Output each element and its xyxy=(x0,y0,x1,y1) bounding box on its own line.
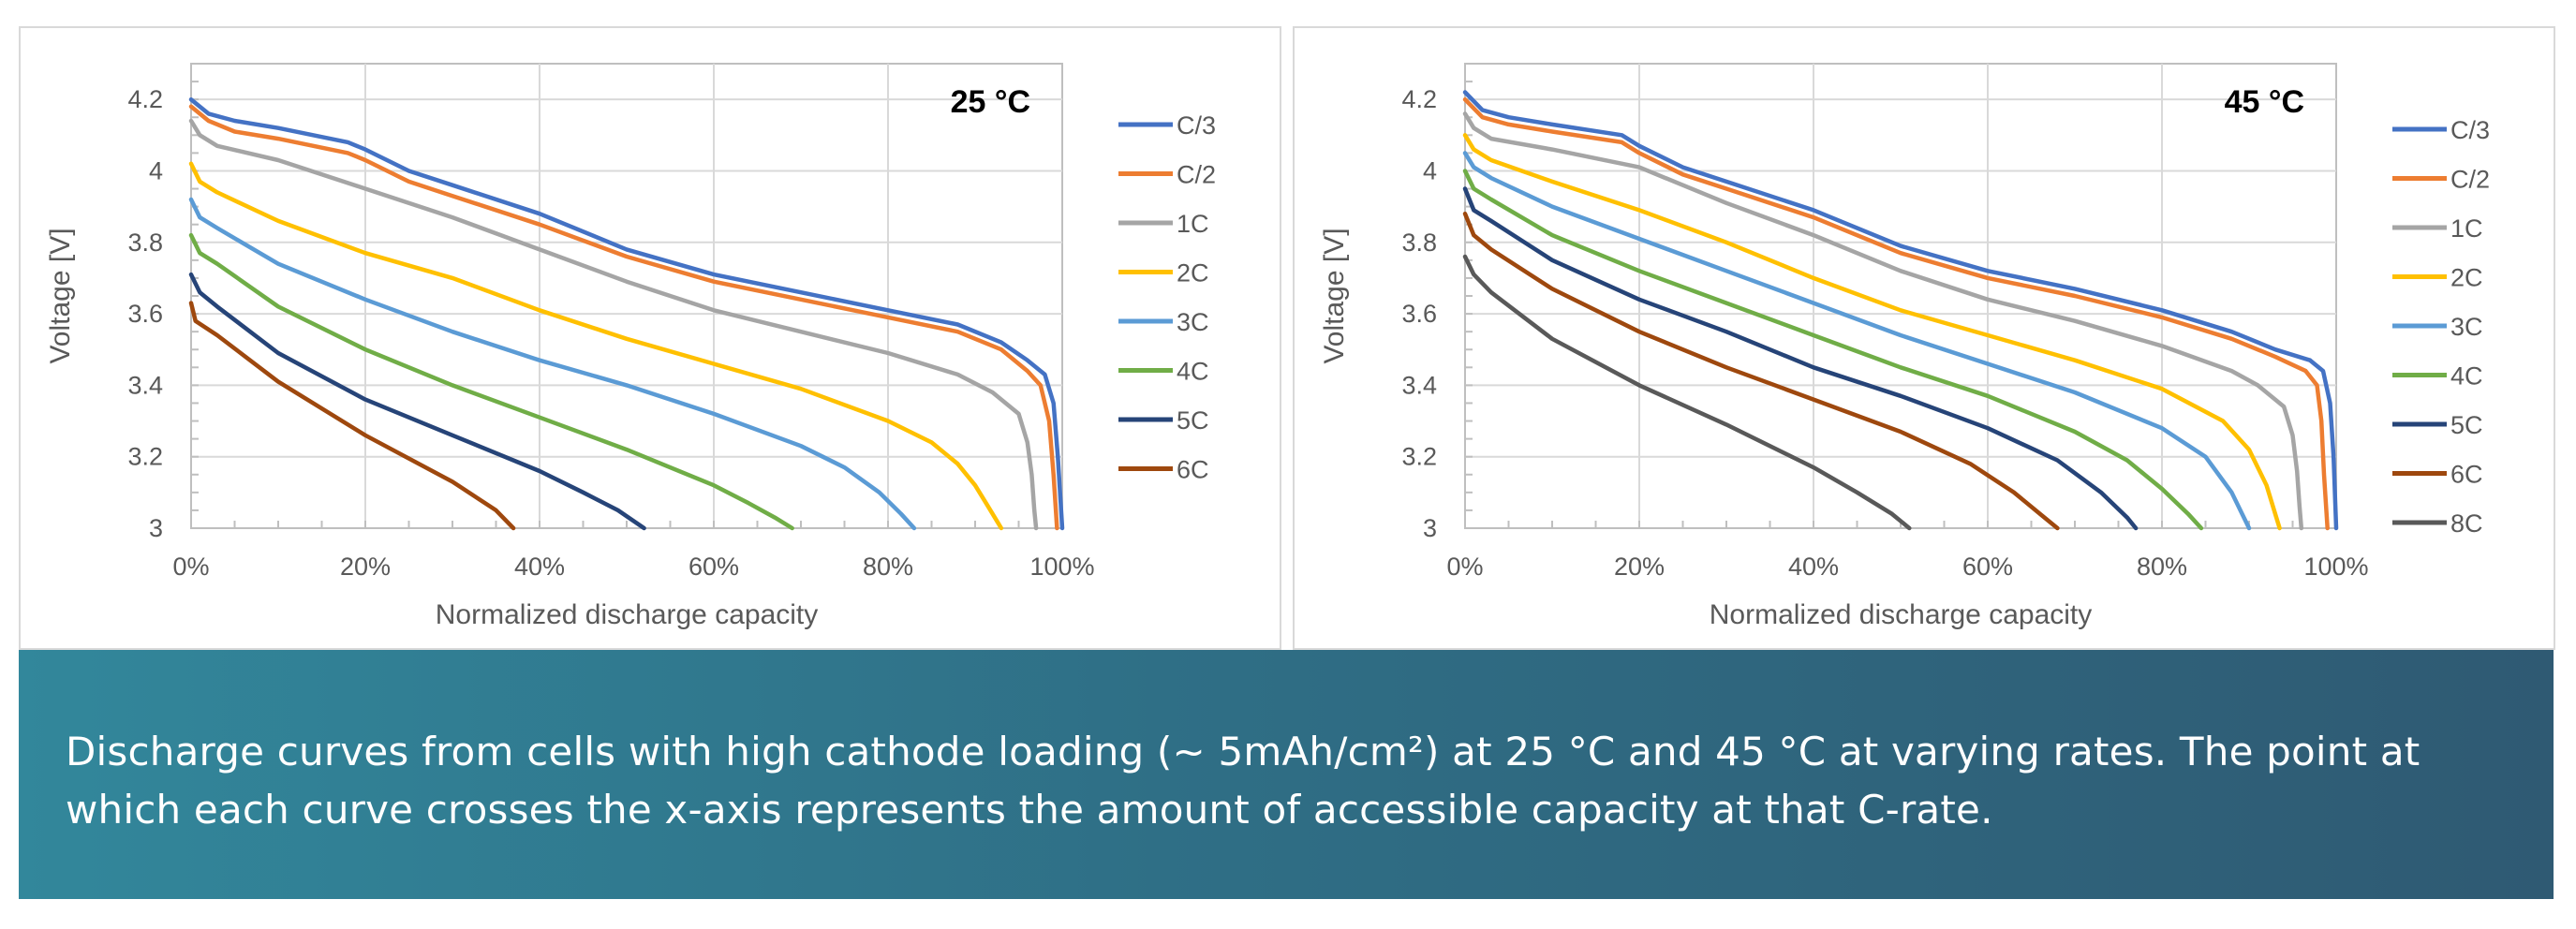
chart-25c-series-c-2 xyxy=(188,104,1059,531)
chart-25c-x-tick-label: 40% xyxy=(514,553,565,581)
chart-25c-legend-label: 5C xyxy=(1177,406,1209,435)
chart-25c-y-tick-label: 3.4 xyxy=(127,371,163,399)
chart-25c-legend-label: C/2 xyxy=(1177,161,1216,189)
chart-25c-legend-label: C/3 xyxy=(1177,111,1216,140)
chart-45c-x-tick-label: 40% xyxy=(1788,553,1839,581)
chart-25c-series-c-3 xyxy=(188,96,1065,531)
chart-45c-series-2c xyxy=(1462,133,2282,531)
chart-45c-title: 45 °C xyxy=(2225,84,2304,120)
chart-45c-x-tick-label: 100% xyxy=(2303,553,2368,581)
chart-25c-y-tick-label: 3 xyxy=(149,514,163,542)
chart-45c-legend-label: C/2 xyxy=(2450,166,2490,194)
chart-panel-45c: 0% 20% 40% 60% 80% 100% 3 3.2 3.4 3.6 3.8 4 4.2 Norma… xyxy=(1293,26,2555,650)
chart-45c-x-tick-label: 20% xyxy=(1614,553,1665,581)
chart-45c-legend-label: 5C xyxy=(2450,411,2483,439)
caption-line-2: which each curve crosses the x-axis repr… xyxy=(66,787,1993,833)
chart-25c-legend-label: 3C xyxy=(1177,308,1209,336)
chart-45c-x-tick-label: 60% xyxy=(1962,553,2013,581)
chart-45c-series-6c xyxy=(1462,211,2060,531)
chart-45c-series-8c xyxy=(1462,254,1912,531)
chart-25c-series-4c xyxy=(188,232,794,531)
caption-band: Discharge curves from cells with high ca… xyxy=(19,650,2554,899)
chart-45c-legend-label: 6C xyxy=(2450,461,2483,489)
chart-25c-series-3c xyxy=(188,197,917,531)
chart-25c-y-tick-label: 3.6 xyxy=(127,300,163,328)
chart-45c-legend-label: 2C xyxy=(2450,264,2483,292)
chart-45c-series-5c xyxy=(1462,186,2139,531)
chart-45c-legend-label: 3C xyxy=(2450,313,2483,341)
chart-25c-title: 25 °C xyxy=(951,84,1030,120)
chart-45c-legend-label: 1C xyxy=(2450,214,2483,243)
chart-25c-series-5c xyxy=(188,272,646,531)
chart-25c-series-1c xyxy=(188,118,1039,531)
chart-45c-y-tick-label: 3 xyxy=(1423,514,1437,542)
chart-45c-x-tick-label: 80% xyxy=(2137,553,2187,581)
chart-25c-legend-label: 2C xyxy=(1177,259,1209,288)
chart-45c-series-c-3 xyxy=(1462,90,2339,531)
chart-45c-x-axis-title: Normalized discharge capacity xyxy=(1710,599,2093,630)
chart-45c-y-tick-label: 3.8 xyxy=(1401,229,1437,257)
chart-25c-x-tick-label: 60% xyxy=(688,553,739,581)
chart-25c-y-axis-title: Voltage [V] xyxy=(45,228,76,363)
chart-45c-legend-label: 4C xyxy=(2450,362,2483,391)
chart-25c-legend-label: 4C xyxy=(1177,358,1209,386)
chart-25c-x-tick-label: 20% xyxy=(340,553,391,581)
chart-45c-legend-label: C/3 xyxy=(2450,116,2490,144)
caption-line-1: Discharge curves from cells with high ca… xyxy=(66,729,2421,774)
chart-45c-legend-label: 8C xyxy=(2450,509,2483,538)
chart-45c-series-4c xyxy=(1462,169,2204,531)
chart-25c-y-tick-label: 4 xyxy=(149,156,163,184)
chart-45c-y-axis-title: Voltage [V] xyxy=(1319,228,1350,363)
chart-25c-series-2c xyxy=(188,161,1004,531)
chart-25c-series-6c xyxy=(188,301,516,531)
chart-45c: 0% 20% 40% 60% 80% 100% 3 3.2 3.4 3.6 3.8 4 4.2 Norma… xyxy=(1319,63,2490,630)
chart-45c-y-tick-label: 4.2 xyxy=(1401,85,1437,113)
chart-25c-x-tick-label: 0% xyxy=(172,553,209,581)
chart-25c-legend-label: 6C xyxy=(1177,456,1209,484)
chart-45c-series-1c xyxy=(1462,111,2304,531)
chart-25c-x-axis-title: Normalized discharge capacity xyxy=(436,599,819,630)
chart-25c-y-tick-label: 3.8 xyxy=(127,229,163,257)
chart-25c-y-tick-label: 3.2 xyxy=(127,443,163,471)
chart-25c-plot-area xyxy=(190,63,1063,529)
chart-45c-x-tick-label: 0% xyxy=(1446,553,1483,581)
chart-45c-y-tick-label: 3.6 xyxy=(1401,300,1437,328)
chart-25c-y-tick-label: 4.2 xyxy=(127,85,163,113)
chart-45c-y-tick-label: 3.4 xyxy=(1401,371,1437,399)
chart-45c-series-3c xyxy=(1462,151,2252,531)
chart-25c-x-tick-label: 100% xyxy=(1029,553,1094,581)
chart-25c: 0% 20% 40% 60% 80% 100% 3 3.2 3.4 3.6 3.8 4 4.2 Norma… xyxy=(45,63,1216,630)
chart-panel-25c: 0% 20% 40% 60% 80% 100% 3 3.2 3.4 3.6 3.8 4 4.2 Norma… xyxy=(19,26,1281,650)
chart-45c-y-tick-label: 3.2 xyxy=(1401,443,1437,471)
chart-45c-y-tick-label: 4 xyxy=(1423,156,1437,184)
chart-25c-legend-label: 1C xyxy=(1177,210,1209,238)
chart-25c-x-tick-label: 80% xyxy=(863,553,913,581)
chart-45c-series-c-2 xyxy=(1462,96,2330,531)
